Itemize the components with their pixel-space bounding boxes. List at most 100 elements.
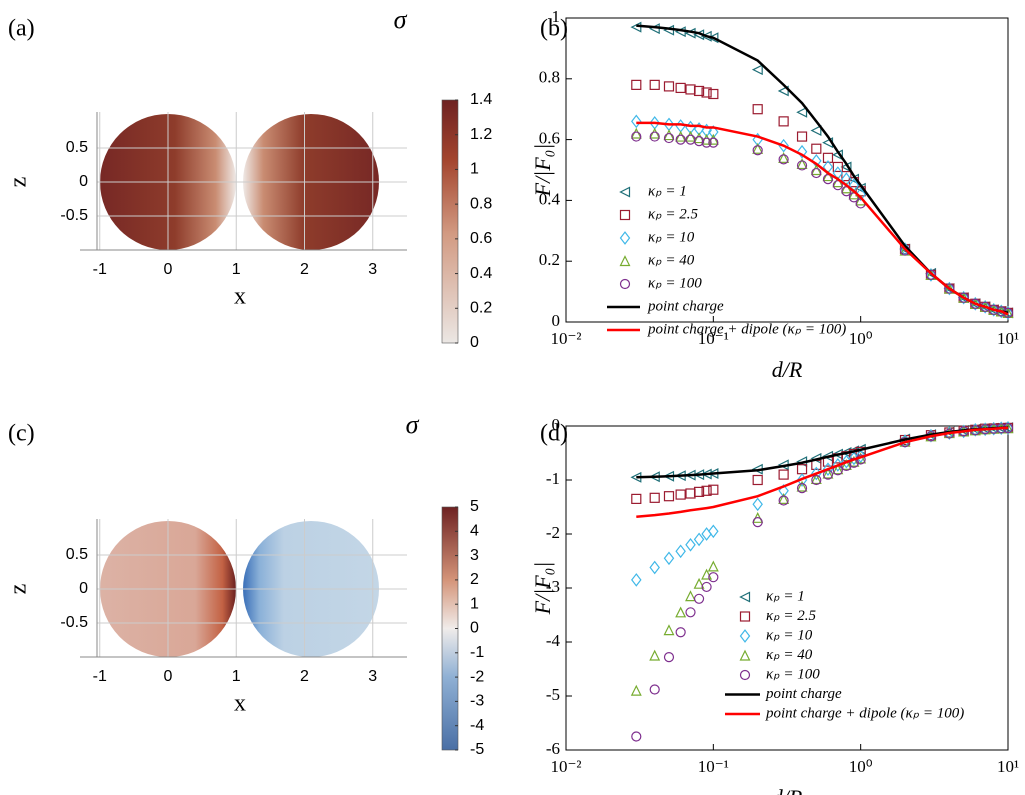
x-tick-label: 10¹ — [997, 329, 1019, 348]
y-tick-label: -6 — [546, 739, 560, 758]
marker — [822, 152, 834, 163]
marker — [811, 474, 822, 486]
marker — [778, 493, 790, 504]
marker — [796, 131, 808, 142]
legend-label: κₚ = 40 — [766, 647, 813, 663]
marker — [752, 142, 764, 154]
colorbar-tick-label: 2 — [470, 571, 479, 588]
x-tick-label: 10⁰ — [849, 329, 873, 348]
x-tick-label: 1 — [232, 668, 241, 685]
marker — [631, 573, 642, 587]
x-tick-label: 10⁻² — [550, 329, 581, 348]
marker — [663, 551, 675, 566]
colorbar-tick-label: 5 — [470, 498, 479, 515]
marker — [752, 104, 763, 115]
x-tick-label: 1 — [232, 261, 241, 278]
legend-label: κₚ = 2.5 — [648, 206, 698, 222]
x-tick-label: 10⁻¹ — [698, 757, 729, 776]
marker — [675, 489, 686, 500]
marker — [751, 64, 763, 76]
marker — [649, 560, 660, 575]
marker — [649, 492, 660, 503]
legend-label: κₚ = 2.5 — [766, 608, 816, 624]
y-axis-label: z — [6, 584, 32, 595]
marker — [693, 532, 705, 547]
legend-label: κₚ = 1 — [648, 183, 687, 199]
y-tick-label: 0 — [552, 415, 561, 434]
marker — [631, 131, 642, 142]
panel-label: (d) — [540, 421, 568, 447]
marker — [630, 684, 642, 696]
colorbar-tick-label: 0.4 — [470, 265, 492, 282]
marker — [663, 491, 675, 502]
legend-label: point charge — [647, 298, 724, 314]
marker — [649, 79, 660, 90]
marker — [832, 180, 843, 191]
marker — [925, 269, 937, 280]
colorbar-tick-label: 1 — [470, 595, 479, 612]
marker — [675, 130, 687, 142]
marker — [778, 116, 789, 127]
marker — [675, 544, 686, 559]
marker — [675, 134, 686, 145]
x-tick-label: -1 — [93, 261, 107, 278]
legend-marker — [739, 611, 751, 622]
marker — [855, 449, 866, 464]
marker — [796, 160, 808, 171]
x-tick-label: 10⁰ — [849, 757, 873, 776]
marker — [796, 158, 808, 170]
y-tick-label: -0.5 — [60, 614, 88, 631]
marker — [970, 298, 981, 309]
legend-marker — [619, 209, 631, 221]
marker — [649, 127, 661, 139]
panel-label: (b) — [540, 16, 568, 42]
marker — [796, 480, 808, 492]
y-tick-label: 0.6 — [539, 129, 560, 148]
x-tick-label: -1 — [93, 668, 107, 685]
marker — [693, 85, 705, 97]
marker — [925, 268, 937, 282]
marker — [701, 87, 712, 98]
x-tick-label: 10⁻² — [550, 757, 581, 776]
marker — [707, 133, 719, 145]
colorbar-tick-label: -5 — [470, 741, 484, 758]
colorbar-tick-label: 3 — [470, 547, 479, 564]
marker — [958, 292, 969, 303]
legend-label: point charge + dipole (κₚ = 100) — [647, 321, 846, 337]
legend-label: κₚ = 100 — [766, 666, 820, 682]
marker — [631, 79, 642, 90]
colorbar-tick-label: 0 — [470, 620, 479, 637]
marker — [822, 174, 834, 185]
marker — [663, 624, 675, 636]
legend-marker — [739, 629, 751, 643]
y-tick-label: -2 — [546, 523, 560, 542]
marker — [685, 130, 696, 142]
marker — [708, 524, 719, 539]
y-tick-label: -0.5 — [60, 207, 88, 224]
colorbar-tick-label: 1.4 — [470, 91, 492, 108]
marker — [701, 133, 713, 145]
y-tick-label: -1 — [546, 469, 560, 488]
y-tick-label: 0 — [552, 311, 561, 330]
marker — [796, 106, 808, 118]
marker — [810, 164, 822, 176]
marker — [685, 84, 696, 95]
legend-label: κₚ = 10 — [766, 627, 813, 643]
marker — [693, 577, 705, 589]
colorbar-tick-label: -1 — [470, 644, 484, 661]
marker — [663, 652, 675, 663]
marker — [630, 127, 642, 139]
marker — [778, 495, 789, 506]
x-axis-label: x — [234, 284, 246, 310]
colorbar-label: σ — [394, 5, 408, 34]
marker — [701, 137, 712, 148]
x-axis-label: d/R — [772, 357, 803, 382]
marker — [778, 154, 789, 165]
marker — [708, 484, 719, 495]
line — [636, 121, 1009, 316]
legend-marker — [739, 591, 751, 603]
legend-label: κₚ = 40 — [648, 252, 695, 268]
marker — [752, 497, 763, 512]
marker — [649, 131, 660, 142]
y-tick-label: 0.8 — [539, 68, 560, 87]
